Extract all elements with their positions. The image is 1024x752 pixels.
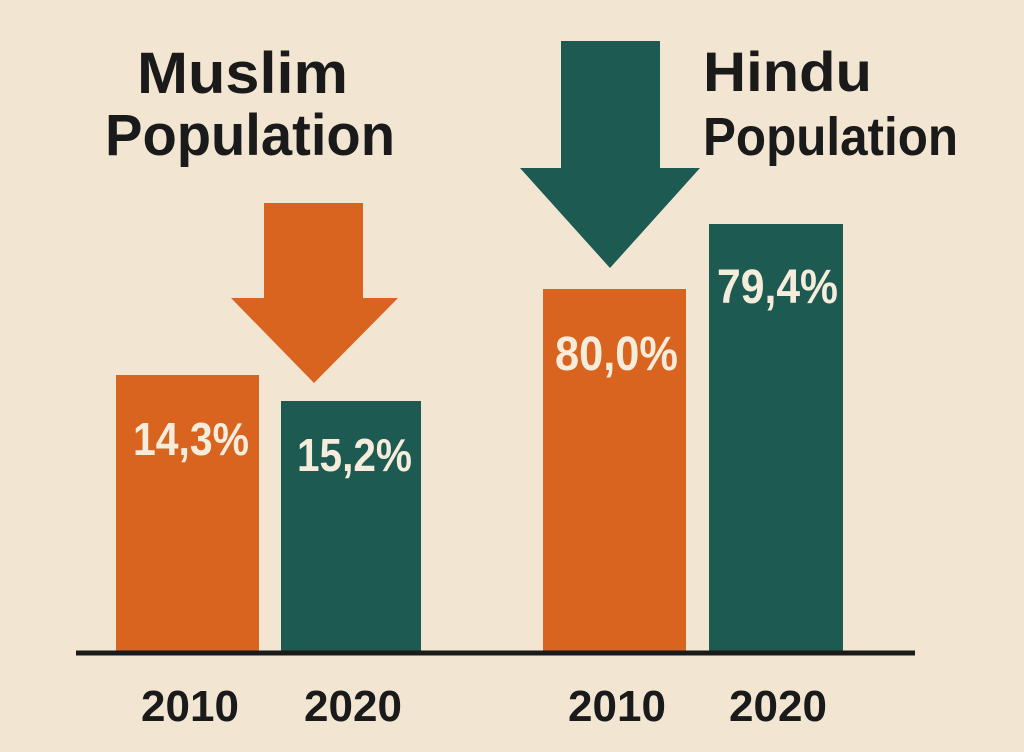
hindu-title-line2: Population bbox=[703, 107, 958, 167]
muslim-title-line2: Population bbox=[105, 103, 395, 168]
bar-muslim-2010 bbox=[116, 375, 259, 652]
bar-muslim-2020 bbox=[281, 401, 421, 652]
x-tick-hindu-2010: 2010 bbox=[568, 682, 666, 731]
x-tick-muslim-2010: 2010 bbox=[141, 682, 239, 731]
bar-hindu-2010 bbox=[543, 289, 686, 652]
value-label-hindu-2020: 79,4% bbox=[717, 261, 838, 314]
muslim-title-line1: Muslim bbox=[137, 41, 348, 106]
value-label-muslim-2020: 15,2% bbox=[297, 429, 412, 481]
bar-hindu-2020 bbox=[709, 224, 843, 652]
down-arrow-icon-muslim bbox=[231, 203, 398, 383]
x-tick-muslim-2020: 2020 bbox=[304, 682, 402, 731]
value-label-hindu-2010: 80,0% bbox=[555, 328, 678, 381]
hindu-title-line1: Hindu bbox=[703, 40, 872, 103]
x-tick-hindu-2020: 2020 bbox=[729, 682, 827, 731]
down-arrow-icon-hindu bbox=[520, 41, 700, 268]
value-label-muslim-2010: 14,3% bbox=[133, 413, 249, 465]
